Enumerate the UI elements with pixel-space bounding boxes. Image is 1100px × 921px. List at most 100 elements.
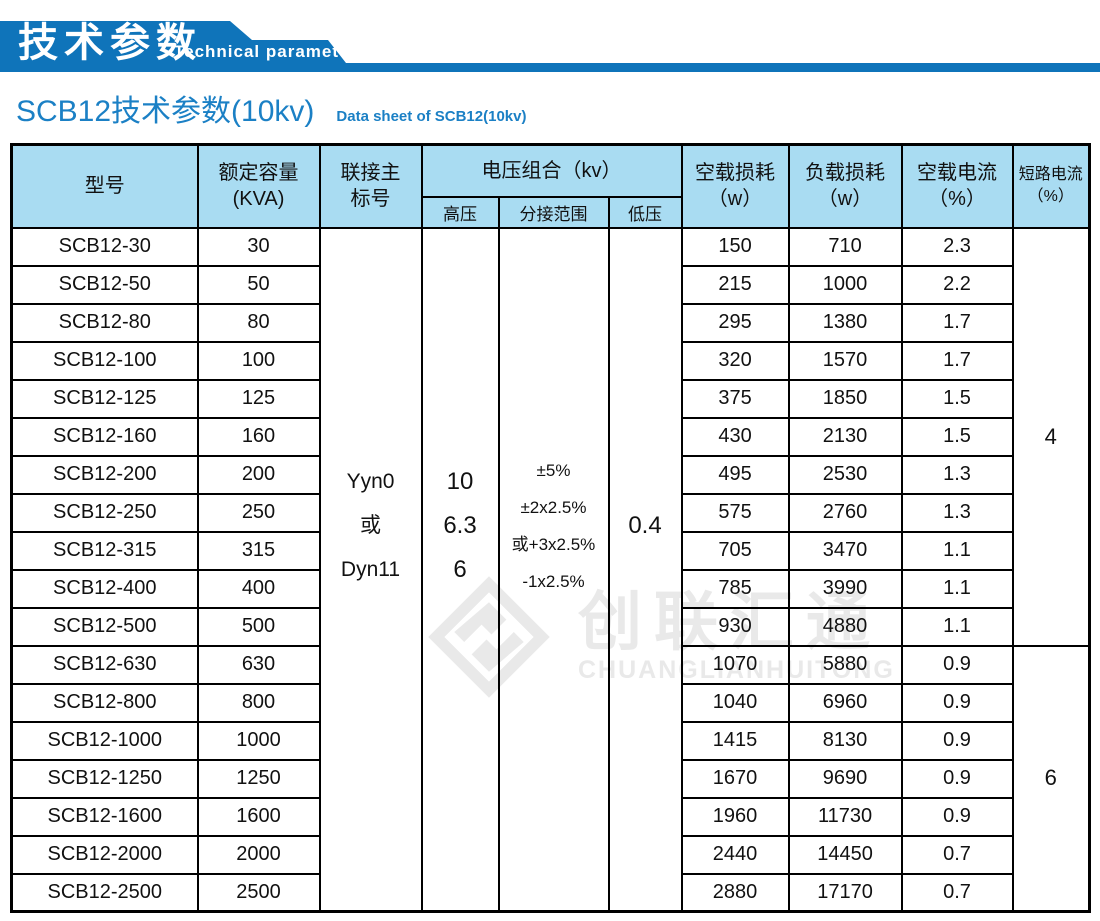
capacity-cell: 1000 xyxy=(196,720,321,761)
table-row: SCB12-50 50 215 1000 2.2 xyxy=(10,264,1090,305)
table-row: SCB12-500 500 930 4880 1.1 xyxy=(10,606,1090,647)
header-tap-range: 分接范围 xyxy=(497,195,610,229)
header-short-circuit-line1: 短路电流 xyxy=(1018,166,1083,184)
header-no-load-current-line2: （%） xyxy=(928,188,986,211)
no-load-current-cell: 2.2 xyxy=(900,264,1014,305)
model-cell: SCB12-800 xyxy=(10,682,199,723)
no-load-current-cell: 2.3 xyxy=(900,226,1014,267)
parameter-table: 型号 额定容量 (KVA) 联接主 标号 电压组合（kv） 空载损耗 （w） xyxy=(10,143,1092,913)
header-no-load-current-line1: 空载电流 xyxy=(917,162,998,185)
model-cell: SCB12-2000 xyxy=(10,834,199,875)
no-load-loss-cell: 1040 xyxy=(680,682,790,723)
table-row: SCB12-2000 2000 2440 14450 0.7 xyxy=(10,834,1090,875)
header-lv: 低压 xyxy=(607,195,683,229)
section-subtitle: SCB12技术参数(10kv) Data sheet of SCB12(10kv… xyxy=(16,86,526,130)
no-load-current-cell: 1.7 xyxy=(900,302,1014,343)
table-row: SCB12-80 80 295 1380 1.7 xyxy=(10,302,1090,343)
header-no-load-loss-line2: （w） xyxy=(707,188,763,211)
no-load-loss-cell: 495 xyxy=(680,454,790,495)
load-loss-cell: 5880 xyxy=(787,644,903,685)
load-loss-cell: 1000 xyxy=(787,264,903,305)
merged-cell-line: Dyn11 xyxy=(340,558,401,582)
capacity-cell: 2500 xyxy=(196,872,321,913)
header-voltage-group: 电压组合（kv） xyxy=(420,143,683,198)
load-loss-cell: 1380 xyxy=(787,302,903,343)
no-load-current-cell: 1.7 xyxy=(900,340,1014,381)
model-cell: SCB12-100 xyxy=(10,340,199,381)
tap-range-cell: ±5% ±2x2.5% 或+3x2.5% -1x2.5% xyxy=(497,226,610,913)
no-load-current-cell: 1.3 xyxy=(900,454,1014,495)
capacity-cell: 100 xyxy=(196,340,321,381)
no-load-current-cell: 1.1 xyxy=(900,606,1014,647)
no-load-loss-cell: 785 xyxy=(680,568,790,609)
capacity-cell: 250 xyxy=(196,492,321,533)
hv-voltage-cell: 10 6.3 6 xyxy=(420,226,500,913)
header-capacity-line1: 额定容量 xyxy=(218,162,299,185)
capacity-cell: 30 xyxy=(196,226,321,267)
header-connection: 联接主 标号 xyxy=(318,143,423,229)
load-loss-cell: 1850 xyxy=(787,378,903,419)
header-hv: 高压 xyxy=(420,195,500,229)
no-load-current-cell: 1.3 xyxy=(900,492,1014,533)
capacity-cell: 2000 xyxy=(196,834,321,875)
model-cell: SCB12-125 xyxy=(10,378,199,419)
capacity-cell: 500 xyxy=(196,606,321,647)
table-row: SCB12-800 800 1040 6960 0.9 xyxy=(10,682,1090,723)
load-loss-cell: 14450 xyxy=(787,834,903,875)
merged-cell-line: 6.3 xyxy=(443,512,477,540)
merged-cell-line: -1x2.5% xyxy=(522,572,585,592)
header-short-circuit-current: 短路电流 （%） xyxy=(1011,143,1091,229)
header-connection-line2: 标号 xyxy=(350,188,391,211)
load-loss-cell: 9690 xyxy=(787,758,903,799)
connection-symbol-cell: Yyn0 或 Dyn11 xyxy=(318,226,423,913)
header-capacity: 额定容量 (KVA) xyxy=(196,143,321,229)
no-load-loss-cell: 2440 xyxy=(680,834,790,875)
no-load-current-cell: 0.9 xyxy=(900,758,1014,799)
table-row: SCB12-1250 1250 1670 9690 0.9 xyxy=(10,758,1090,799)
no-load-current-cell: 0.9 xyxy=(900,796,1014,837)
model-cell: SCB12-160 xyxy=(10,416,199,457)
capacity-cell: 125 xyxy=(196,378,321,419)
no-load-loss-cell: 2880 xyxy=(680,872,790,913)
capacity-cell: 400 xyxy=(196,568,321,609)
merged-cell-line: 或+3x2.5% xyxy=(511,535,596,555)
no-load-loss-cell: 215 xyxy=(680,264,790,305)
no-load-loss-cell: 930 xyxy=(680,606,790,647)
parameter-table-wrap: 创联汇通 CHUANGLIANHUITONG 型号 额定容量 (KVA) 联 xyxy=(10,143,1092,913)
capacity-cell: 630 xyxy=(196,644,321,685)
model-cell: SCB12-400 xyxy=(10,568,199,609)
banner-title-cn: 技术参数 xyxy=(18,21,202,65)
no-load-loss-cell: 1670 xyxy=(680,758,790,799)
no-load-current-cell: 0.9 xyxy=(900,682,1014,723)
capacity-cell: 160 xyxy=(196,416,321,457)
model-cell: SCB12-2500 xyxy=(10,872,199,913)
no-load-loss-cell: 430 xyxy=(680,416,790,457)
no-load-loss-cell: 1070 xyxy=(680,644,790,685)
header-load-loss-line2: （w） xyxy=(817,188,873,211)
load-loss-cell: 8130 xyxy=(787,720,903,761)
no-load-current-cell: 1.5 xyxy=(900,378,1014,419)
load-loss-cell: 2530 xyxy=(787,454,903,495)
merged-cell-line: ±5% xyxy=(536,461,571,481)
no-load-loss-cell: 575 xyxy=(680,492,790,533)
load-loss-cell: 11730 xyxy=(787,796,903,837)
model-cell: SCB12-500 xyxy=(10,606,199,647)
model-cell: SCB12-315 xyxy=(10,530,199,571)
table-header: 型号 额定容量 (KVA) 联接主 标号 电压组合（kv） 空载损耗 （w） xyxy=(10,143,1091,229)
merged-cell-line: ±2x2.5% xyxy=(520,498,587,518)
table-row: SCB12-315 315 705 3470 1.1 xyxy=(10,530,1090,571)
table-row: SCB12-125 125 375 1850 1.5 xyxy=(10,378,1090,419)
no-load-current-cell: 1.1 xyxy=(900,568,1014,609)
banner-title-en: Technical parameter xyxy=(174,42,358,61)
table-row: SCB12-400 400 785 3990 1.1 xyxy=(10,568,1090,609)
load-loss-cell: 3990 xyxy=(787,568,903,609)
header-connection-line1: 联接主 xyxy=(340,162,401,185)
header-no-load-loss-line1: 空载损耗 xyxy=(695,162,776,185)
no-load-current-cell: 0.9 xyxy=(900,720,1014,761)
no-load-current-cell: 1.1 xyxy=(900,530,1014,571)
table-body: SCB12-30 30 Yyn0 或 Dyn11 10 6.3 6 ±5% ±2x2.5% 或+3x… xyxy=(10,226,1091,913)
no-load-loss-cell: 150 xyxy=(680,226,790,267)
header-row-2: 高压 分接范围 低压 xyxy=(12,195,1090,229)
header-capacity-line2: (KVA) xyxy=(232,188,285,211)
table-row: SCB12-1600 1600 1960 11730 0.9 xyxy=(10,796,1090,837)
